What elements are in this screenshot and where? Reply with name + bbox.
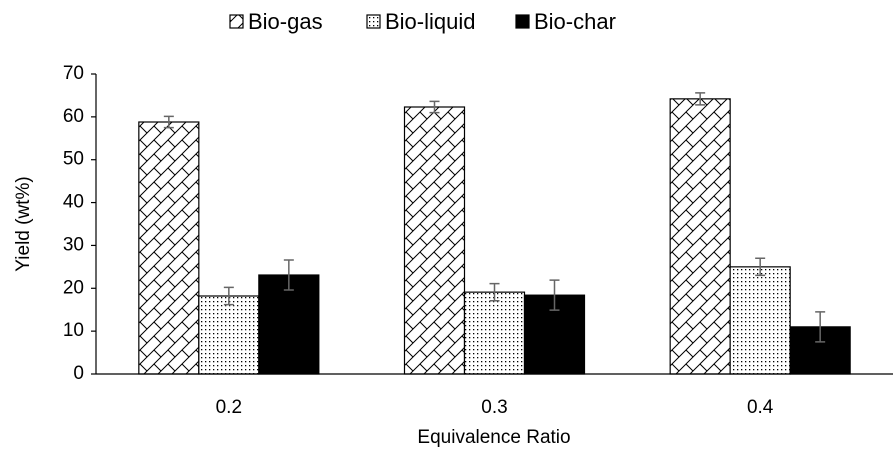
bar [669,98,731,375]
bar [198,295,260,375]
x-tick-label: 0.2 [216,397,242,418]
legend-swatch [229,14,244,29]
legend-label: Bio-liquid [385,9,476,34]
x-tick-label: 0.3 [481,397,507,418]
bar [258,274,320,375]
error-bar [549,279,560,311]
bar [138,121,200,375]
y-tick-label: 50 [63,149,84,170]
y-tick-label: 0 [73,363,84,384]
y-tick-label: 20 [63,277,84,298]
error-bar [429,100,440,114]
y-tick-label: 30 [63,234,84,255]
error-bar [223,286,234,306]
error-bar [163,115,174,129]
y-axis-label: Yield (wt%) [13,176,34,271]
bar [729,266,791,375]
bar [403,106,466,375]
bar [463,291,526,375]
error-bar [489,282,500,302]
error-bar [283,259,294,291]
y-tick-label: 40 [63,192,84,213]
x-axis-label: Equivalence Ratio [417,427,570,448]
y-tick-label: 60 [63,106,84,127]
y-tick-label: 70 [63,63,84,84]
y-tick-label: 10 [63,320,84,341]
error-bar [755,257,766,277]
legend-swatch [366,14,381,29]
legend-label: Bio-char [534,9,616,34]
legend-label: Bio-gas [248,9,323,34]
legend-swatch [515,14,530,29]
error-bar [695,92,706,106]
x-tick-label: 0.4 [747,397,774,418]
error-bar [815,311,826,343]
